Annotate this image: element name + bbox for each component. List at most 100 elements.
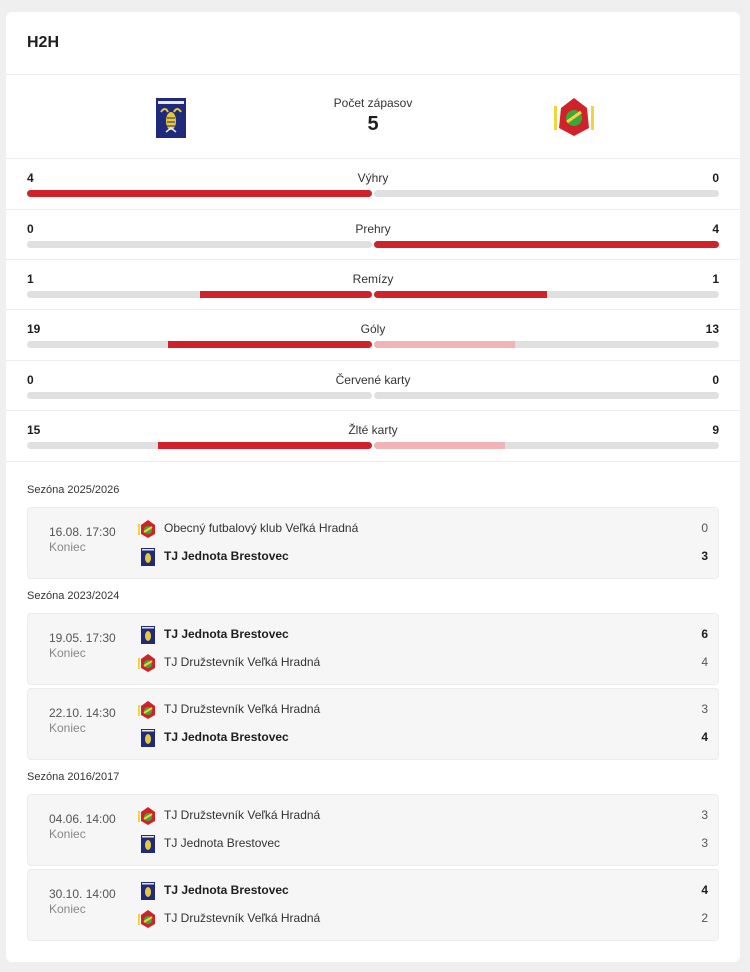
stat-right-track — [374, 442, 719, 449]
hradna-crest-icon — [138, 806, 158, 826]
stat-left-track — [27, 341, 372, 348]
divider — [6, 209, 740, 210]
home-team-name[interactable]: TJ Družstevník Veľká Hradná — [164, 808, 321, 822]
stat-right-fill — [374, 291, 547, 298]
stat-right-track — [374, 241, 719, 248]
away-team-row[interactable]: TJ Družstevník Veľká Hradná 4 — [138, 653, 708, 673]
stat-left-fill — [199, 291, 372, 298]
h2h-card: H2H Počet zápasov 5 4 Výhry 0 0 Prehry 4 1 Remí… — [6, 12, 740, 962]
away-team-score: 3 — [701, 549, 708, 563]
match-card[interactable]: 04.06. 14:00 Koniec TJ Družstevník Veľká H… — [27, 794, 719, 866]
divider — [6, 410, 740, 411]
home-team-score: 6 — [701, 627, 708, 641]
section-title: H2H — [27, 34, 60, 51]
away-team-row[interactable]: TJ Jednota Brestovec 3 — [138, 547, 708, 567]
away-team-score: 3 — [701, 836, 708, 850]
away-team-name[interactable]: TJ Jednota Brestovec — [164, 836, 281, 850]
stat-left-value: 0 — [27, 373, 34, 387]
match-card[interactable]: 19.05. 17:30 Koniec TJ Jednota Brestovec 6 T… — [27, 613, 719, 685]
brestovec-crest-icon — [138, 547, 158, 567]
match-date: 30.10. 14:00 — [49, 887, 116, 901]
stat-left-track — [27, 442, 372, 449]
stat-row-2: 1 Remízy 1 — [27, 272, 719, 312]
home-team-name[interactable]: TJ Družstevník Veľká Hradná — [164, 702, 321, 716]
hradna-crest-icon — [138, 909, 158, 929]
divider — [6, 158, 740, 159]
match-date: 22.10. 14:30 — [49, 706, 116, 720]
stat-right-value: 0 — [712, 373, 719, 387]
home-team-row[interactable]: TJ Jednota Brestovec 4 — [138, 881, 708, 901]
matches-count-value: 5 — [367, 113, 379, 135]
stat-left-value: 15 — [27, 423, 41, 437]
stat-left-track — [27, 291, 372, 298]
match-date: 16.08. 17:30 — [49, 525, 116, 539]
match-status: Koniec — [49, 646, 86, 660]
home-team-row[interactable]: TJ Jednota Brestovec 6 — [138, 625, 708, 645]
stat-left-value: 19 — [27, 322, 41, 336]
stat-name: Góly — [360, 322, 386, 336]
match-card[interactable]: 16.08. 17:30 Koniec Obecný futbalový klub … — [27, 507, 719, 579]
hradna-crest-icon — [138, 700, 158, 720]
stat-left-fill — [168, 341, 372, 348]
away-team-name[interactable]: TJ Jednota Brestovec — [164, 549, 289, 563]
match-card[interactable]: 22.10. 14:30 Koniec TJ Družstevník Veľká H… — [27, 688, 719, 760]
home-team-score: 0 — [701, 521, 708, 535]
away-team-row[interactable]: TJ Družstevník Veľká Hradná 2 — [138, 909, 708, 929]
brestovec-crest-icon — [138, 625, 158, 645]
stat-right-track — [374, 190, 719, 197]
stat-left-fill — [158, 442, 372, 449]
stat-left-fill — [27, 241, 372, 248]
stat-left-track — [27, 392, 372, 399]
home-team-score: 3 — [701, 808, 708, 822]
away-team-name[interactable]: TJ Družstevník Veľká Hradná — [164, 655, 321, 669]
stat-right-track — [374, 392, 719, 399]
stat-right-value: 0 — [712, 171, 719, 185]
stat-left-fill — [27, 190, 372, 197]
home-team-row[interactable]: TJ Družstevník Veľká Hradná 3 — [138, 700, 708, 720]
brestovec-crest-icon — [138, 834, 158, 854]
stat-name: Výhry — [357, 171, 389, 185]
stat-left-track — [27, 241, 372, 248]
divider — [6, 74, 740, 75]
stat-right-fill — [374, 241, 719, 248]
stat-left-value: 1 — [27, 272, 34, 286]
away-team-score: 4 — [701, 730, 708, 744]
stat-row-0: 4 Výhry 0 — [27, 171, 719, 211]
season-label: Sezóna 2025/2026 — [27, 484, 120, 496]
home-team-row[interactable]: Obecný futbalový klub Veľká Hradná 0 — [138, 519, 708, 539]
away-team-name[interactable]: TJ Družstevník Veľká Hradná — [164, 911, 321, 925]
home-team-score: 4 — [701, 883, 708, 897]
stat-name: Remízy — [352, 272, 394, 286]
stat-left-track — [27, 190, 372, 197]
home-team-row[interactable]: TJ Družstevník Veľká Hradná 3 — [138, 806, 708, 826]
away-team-score: 4 — [701, 655, 708, 669]
divider — [6, 309, 740, 310]
home-team-name[interactable]: TJ Jednota Brestovec — [164, 627, 289, 641]
away-team-score: 2 — [701, 911, 708, 925]
matches-count-label: Počet zápasov — [333, 96, 413, 110]
match-card[interactable]: 30.10. 14:00 Koniec TJ Jednota Brestovec 4 T… — [27, 869, 719, 941]
stat-right-track — [374, 341, 719, 348]
stat-row-4: 0 Červené karty 0 — [27, 373, 719, 413]
stat-right-fill — [374, 190, 719, 197]
match-date: 19.05. 17:30 — [49, 631, 116, 645]
brestovec-crest-icon — [138, 881, 158, 901]
away-team-name[interactable]: TJ Jednota Brestovec — [164, 730, 289, 744]
away-team-crest-icon[interactable] — [553, 96, 595, 143]
stat-name: Prehry — [355, 222, 391, 236]
home-team-name[interactable]: TJ Jednota Brestovec — [164, 883, 289, 897]
match-status: Koniec — [49, 827, 86, 841]
home-team-crest-icon[interactable] — [156, 98, 186, 143]
away-team-row[interactable]: TJ Jednota Brestovec 3 — [138, 834, 708, 854]
stat-right-fill — [374, 442, 506, 449]
season-label: Sezóna 2023/2024 — [27, 590, 120, 602]
match-status: Koniec — [49, 721, 86, 735]
season-label: Sezóna 2016/2017 — [27, 771, 120, 783]
away-team-row[interactable]: TJ Jednota Brestovec 4 — [138, 728, 708, 748]
stat-right-fill — [374, 341, 516, 348]
match-date: 04.06. 14:00 — [49, 812, 116, 826]
stat-right-track — [374, 291, 719, 298]
stat-left-value: 0 — [27, 222, 34, 236]
home-team-name[interactable]: Obecný futbalový klub Veľká Hradná — [164, 521, 359, 535]
stat-name: Žlté karty — [348, 423, 398, 437]
